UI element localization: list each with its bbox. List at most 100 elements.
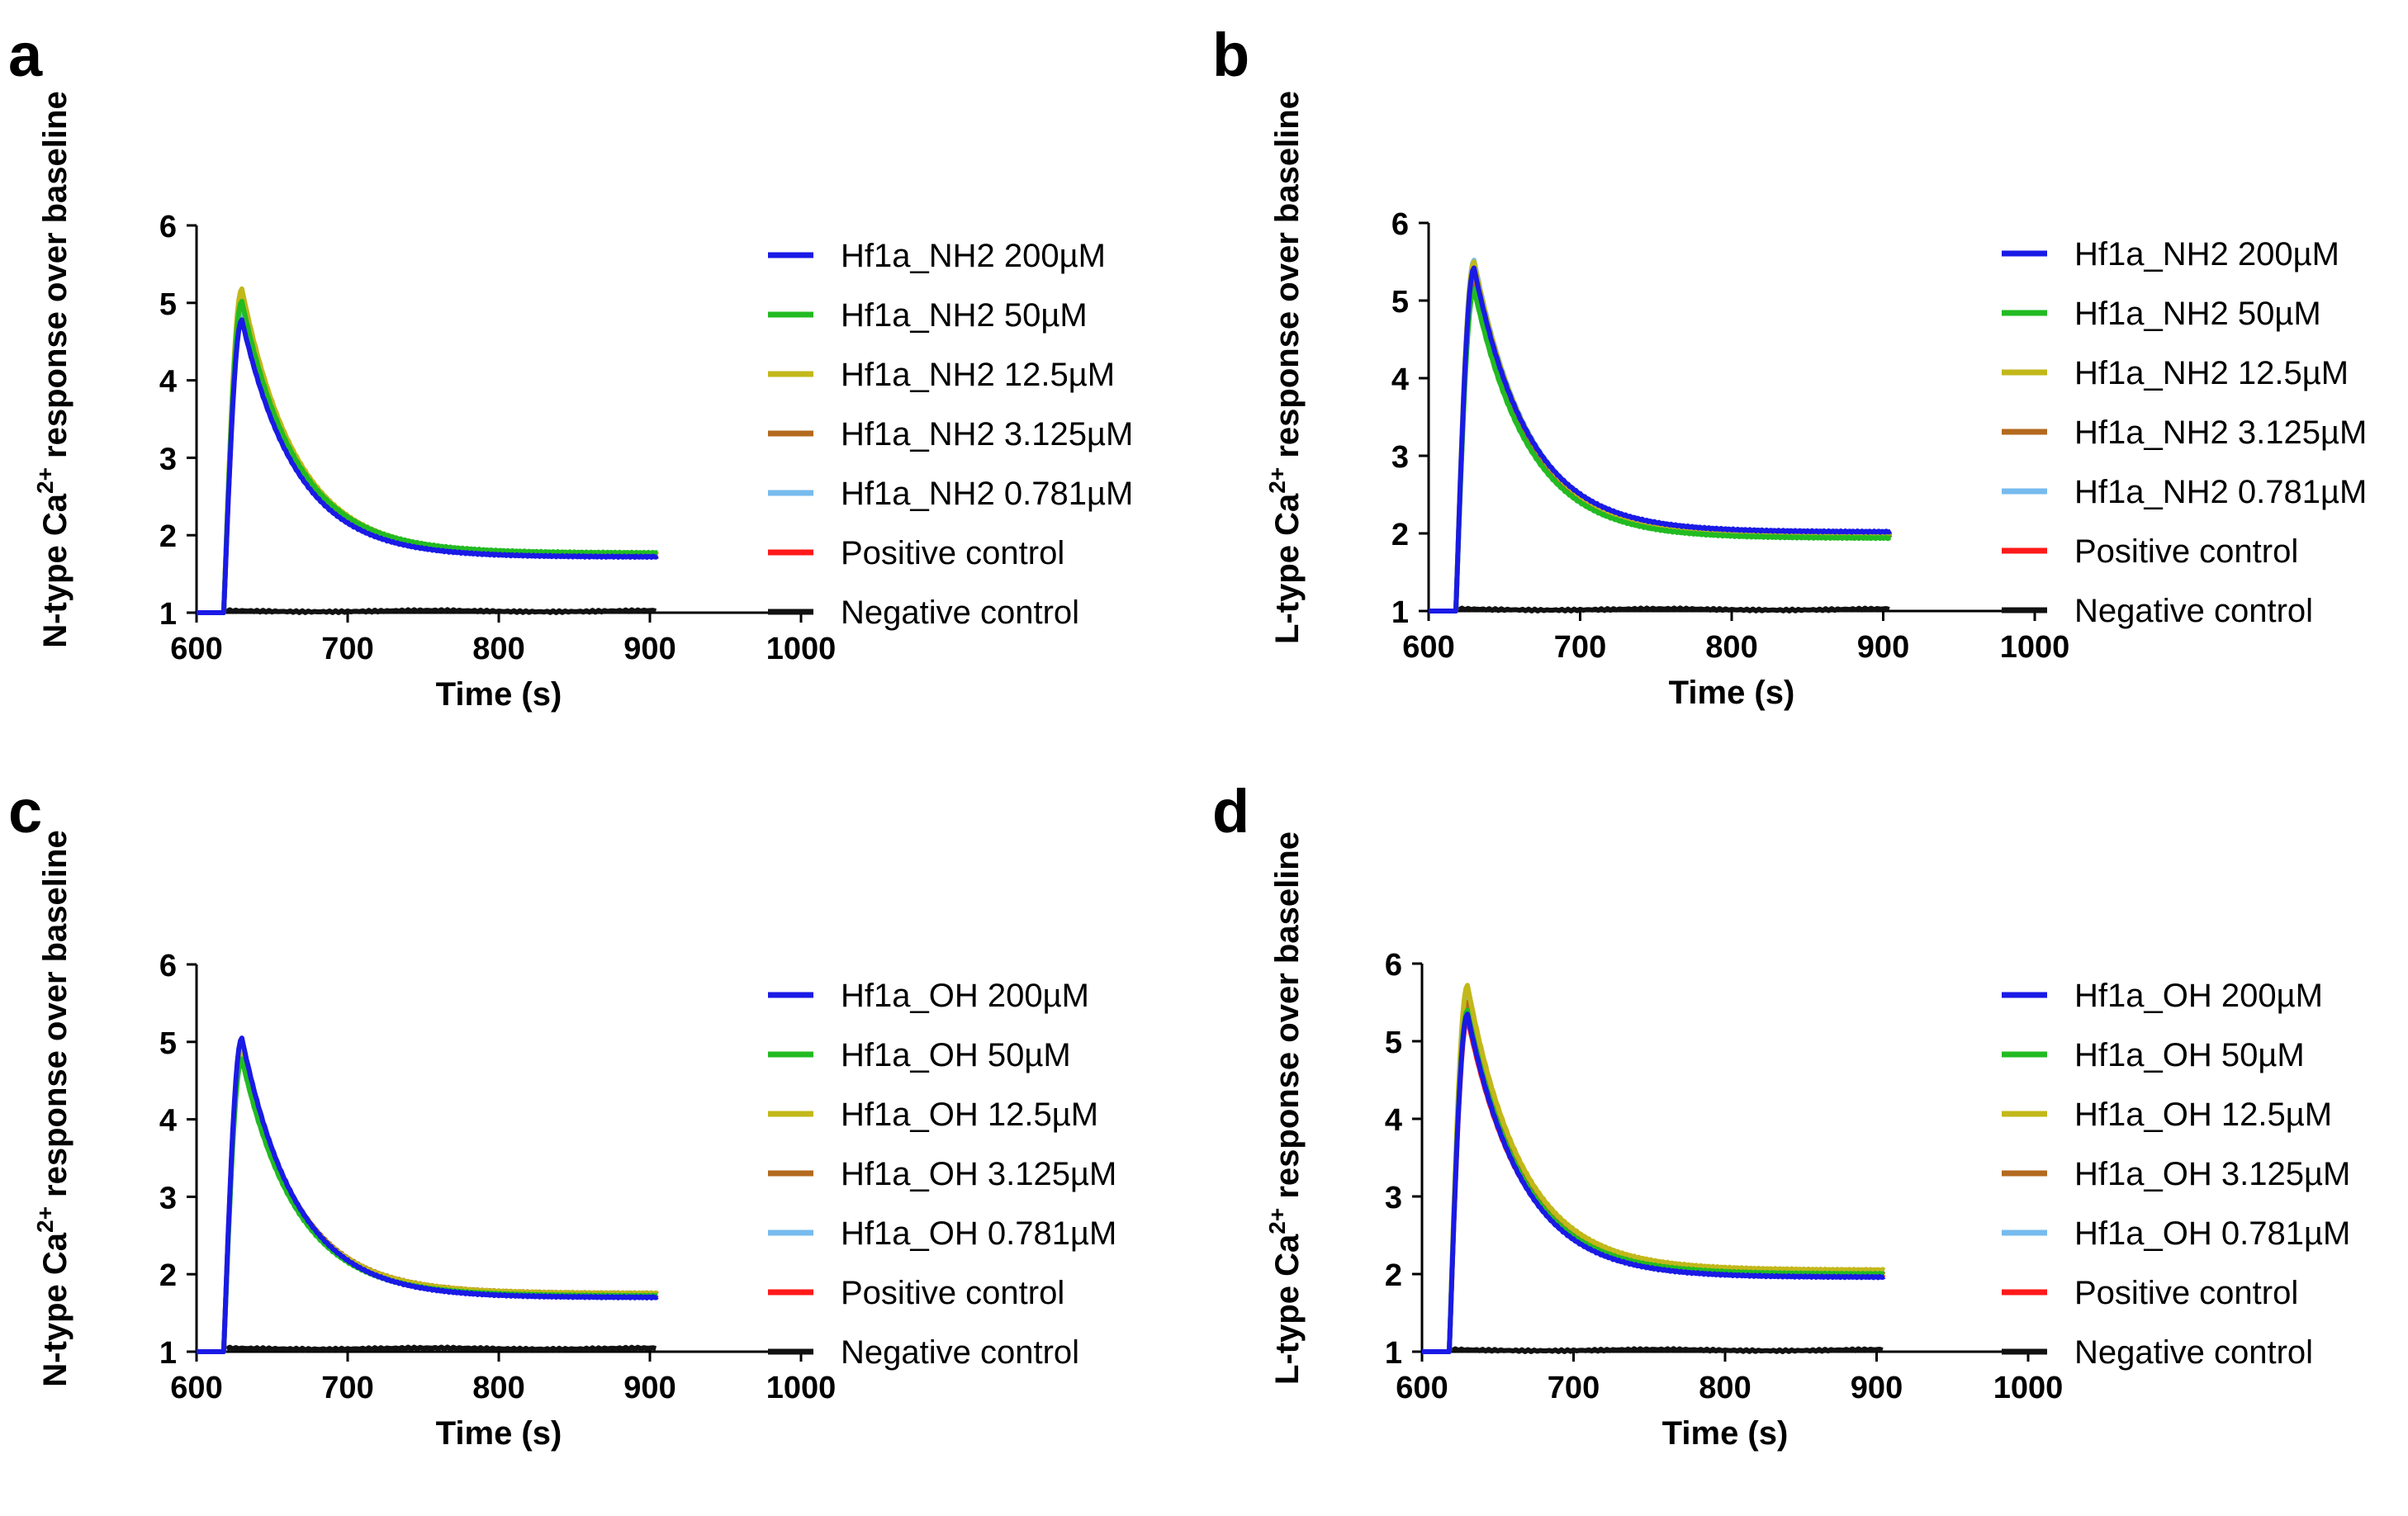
x-tick-label: 600 [170, 1371, 222, 1405]
y-tick-label: 5 [1391, 285, 1409, 320]
chart-panel-d: d 1 2 3 4 5 6 600 700 800 900 1000 Time (s) L-type Ca… [1212, 777, 2350, 1452]
series-line [1422, 1015, 1886, 1354]
x-tick-label: 900 [1851, 1371, 1903, 1405]
x-tick-label: 900 [623, 632, 675, 666]
y-tick-label: 1 [159, 597, 177, 632]
y-tick-label: 4 [1391, 362, 1409, 397]
series-line [197, 1056, 659, 1354]
y-axis-label-superscript: 2+ [1264, 1208, 1290, 1234]
legend-label: Positive control [2074, 533, 2298, 570]
series-line [225, 607, 657, 615]
y-tick-label: 3 [1385, 1181, 1402, 1215]
legend-label: Positive control [841, 1275, 1064, 1311]
x-tick-label: 800 [1705, 630, 1757, 665]
series-line [197, 294, 659, 615]
y-tick-label: 1 [159, 1336, 177, 1371]
legend-label: Hf1a_OH 50µM [841, 1037, 1071, 1073]
series-line [197, 1035, 659, 1354]
series-line [1451, 1346, 1884, 1354]
legend-label: Hf1a_NH2 12.5µM [2074, 355, 2349, 391]
legend-label: Hf1a_NH2 12.5µM [841, 357, 1115, 393]
legend-label: Hf1a_NH2 200µM [2074, 236, 2339, 272]
panel-label: b [1212, 21, 1249, 89]
x-tick-label: 1000 [2000, 630, 2070, 665]
x-tick-label: 700 [1554, 630, 1606, 665]
series-line [197, 304, 659, 615]
y-axis-label-prefix: L-type Ca [1269, 493, 1306, 644]
legend-label: Hf1a_NH2 3.125µM [2074, 415, 2367, 451]
legend-label: Hf1a_OH 3.125µM [841, 1156, 1116, 1192]
series-line [1422, 1000, 1886, 1354]
legend-label: Negative control [841, 595, 1079, 631]
series-line [197, 311, 659, 615]
x-axis-label: Time (s) [1669, 675, 1795, 711]
legend-label: Hf1a_NH2 50µM [2074, 296, 2321, 332]
y-axis-label-suffix: response over baseline [37, 830, 73, 1206]
x-tick-label: 1000 [766, 1371, 837, 1405]
x-tick-label: 600 [1402, 630, 1454, 665]
x-axis-label: Time (s) [1662, 1415, 1789, 1452]
y-axis-label-suffix: response over baseline [37, 91, 73, 467]
series-line [197, 1040, 659, 1354]
x-tick-label: 900 [1857, 630, 1909, 665]
legend-label: Negative control [2074, 1334, 2313, 1371]
y-tick-label: 4 [1385, 1103, 1402, 1138]
legend-label: Hf1a_NH2 200µM [841, 238, 1106, 274]
legend-label: Hf1a_OH 3.125µM [2074, 1156, 2350, 1192]
y-tick-label: 1 [1391, 595, 1409, 630]
x-tick-label: 800 [1699, 1371, 1751, 1405]
y-tick-label: 5 [159, 1026, 177, 1061]
y-axis-label-superscript: 2+ [32, 467, 58, 494]
y-tick-label: 2 [159, 1258, 177, 1293]
y-tick-label: 5 [1385, 1026, 1402, 1060]
legend-label: Hf1a_OH 12.5µM [2074, 1097, 2332, 1133]
x-axis-label: Time (s) [436, 676, 562, 713]
chart-panel-a: a 1 2 3 4 5 6 600 700 800 900 1000 Time (s) N-type Ca… [8, 21, 1133, 713]
series-line [1422, 1007, 1885, 1354]
series-line [197, 298, 659, 615]
x-axis-label: Time (s) [436, 1415, 562, 1452]
y-axis-label-suffix: response over baseline [1269, 831, 1306, 1208]
y-tick-label: 6 [159, 210, 177, 244]
y-tick-label: 6 [1391, 207, 1409, 242]
y-axis-label-prefix: N-type Ca [37, 1232, 73, 1386]
series-line [197, 1043, 659, 1354]
legend-label: Negative control [2074, 593, 2313, 629]
legend-label: Hf1a_NH2 50µM [841, 297, 1088, 334]
y-tick-label: 2 [1391, 518, 1409, 552]
legend-label: Positive control [841, 535, 1064, 571]
series-line [197, 286, 659, 615]
series-line [1422, 1011, 1886, 1354]
legend-label: Hf1a_OH 0.781µM [2074, 1215, 2350, 1252]
chart-panel-b: b 1 2 3 4 5 6 600 700 800 900 1000 Time (s) L-type Ca… [1212, 21, 2367, 711]
y-axis-label-suffix: response over baseline [1269, 91, 1306, 467]
x-tick-label: 900 [623, 1371, 675, 1405]
y-axis-label: L-type Ca2+ response over baseline [1264, 831, 1306, 1385]
legend-label: Hf1a_NH2 0.781µM [2074, 474, 2367, 510]
x-tick-label: 1000 [766, 632, 837, 666]
y-tick-label: 1 [1385, 1336, 1402, 1371]
y-tick-label: 2 [1385, 1258, 1402, 1293]
panel-label: a [8, 21, 43, 89]
x-tick-label: 800 [472, 632, 524, 666]
y-axis-label-superscript: 2+ [1264, 467, 1290, 494]
series-line [225, 1344, 657, 1353]
legend-label: Hf1a_OH 50µM [2074, 1037, 2305, 1073]
y-tick-label: 4 [159, 365, 177, 400]
y-axis-label: N-type Ca2+ response over baseline [32, 91, 73, 647]
panel-label: d [1212, 777, 1249, 846]
y-tick-label: 3 [159, 1181, 177, 1215]
x-tick-label: 800 [472, 1371, 524, 1405]
y-tick-label: 5 [159, 287, 177, 322]
y-tick-label: 6 [159, 949, 177, 983]
legend-label: Positive control [2074, 1275, 2298, 1311]
x-tick-label: 700 [1548, 1371, 1600, 1405]
series-line [197, 1049, 659, 1354]
series-line [1429, 265, 1893, 614]
panel-label: c [8, 777, 42, 846]
chart-panel-c: c 1 2 3 4 5 6 600 700 800 900 1000 Time (s) N-type Ca… [8, 777, 1116, 1452]
legend-label: Hf1a_NH2 3.125µM [841, 416, 1133, 452]
y-tick-label: 2 [159, 519, 177, 554]
series-line [1422, 993, 1885, 1354]
series-line [1422, 983, 1886, 1354]
